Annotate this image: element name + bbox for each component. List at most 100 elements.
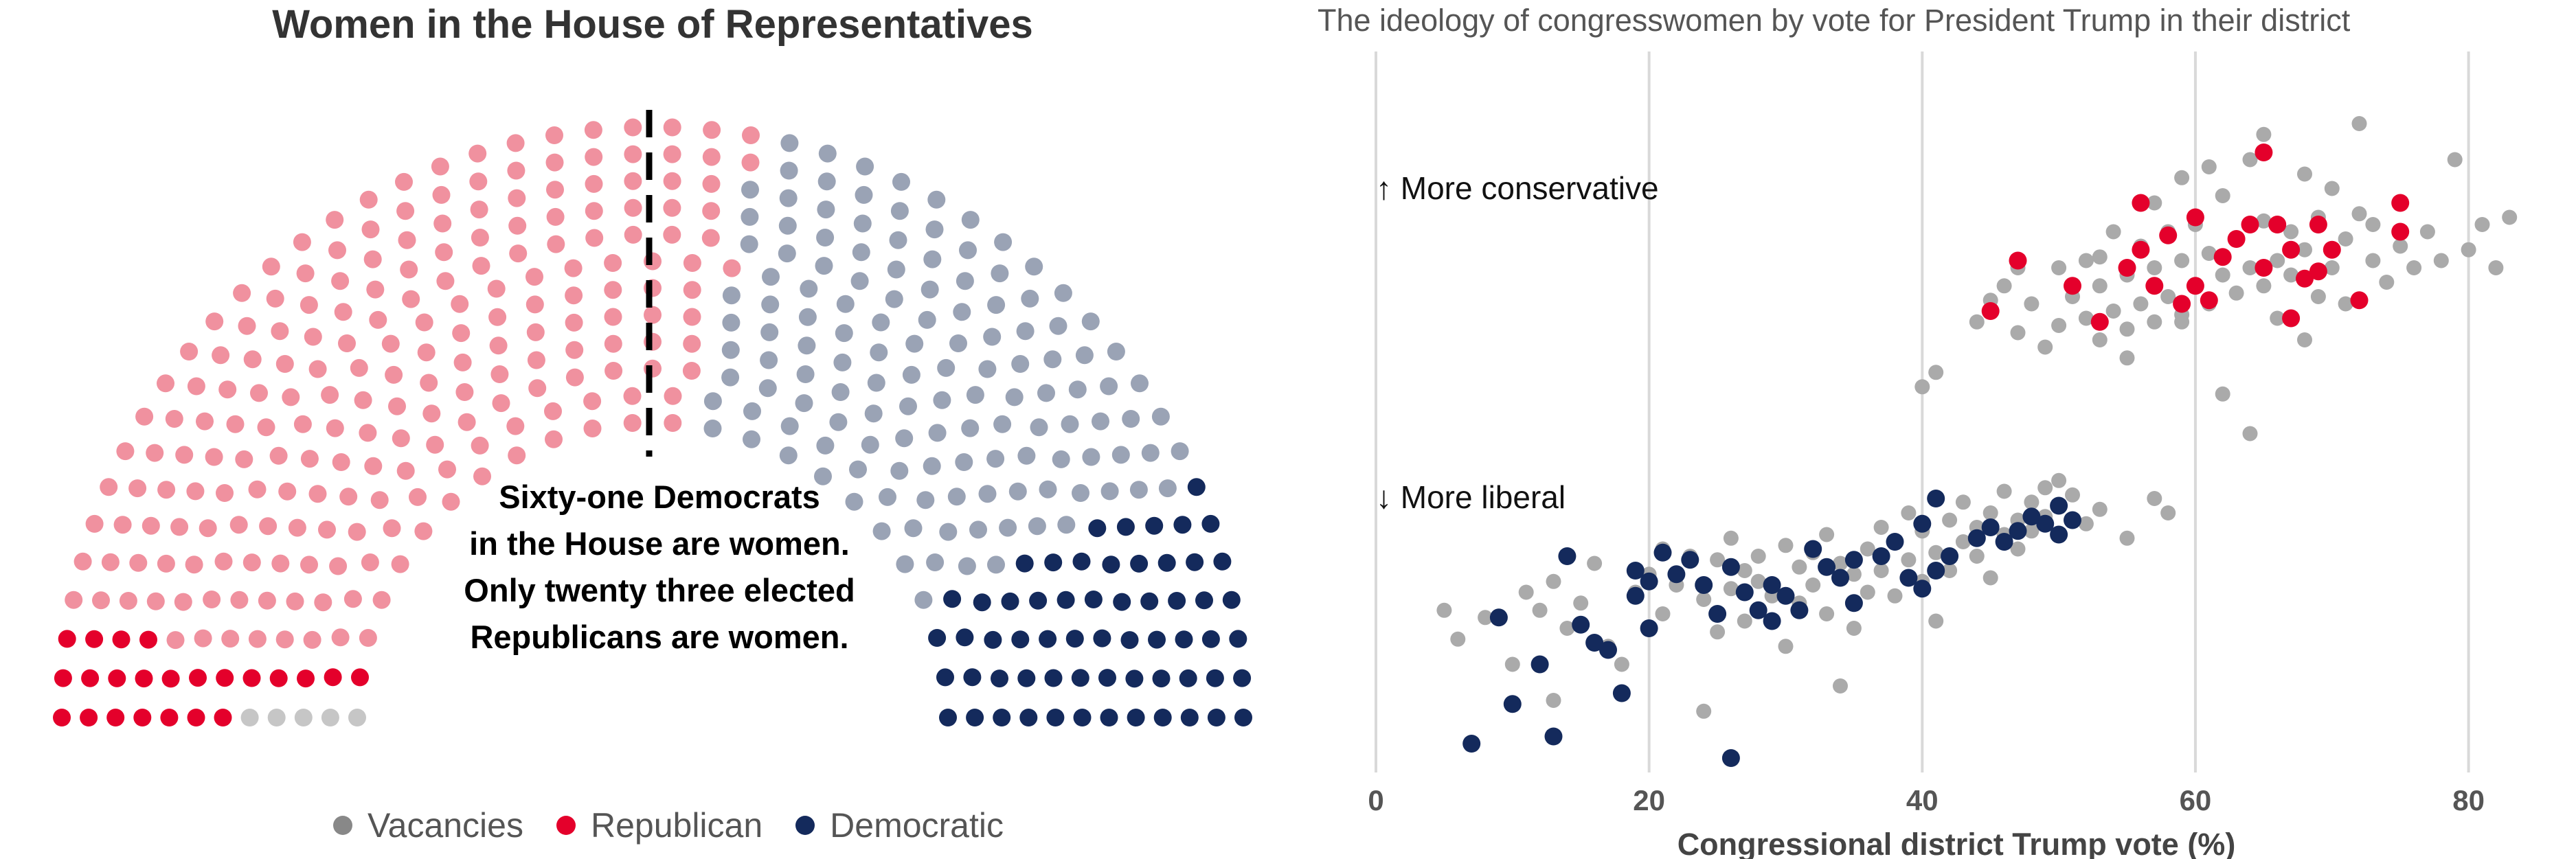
seat-dot [303,630,321,649]
seat-dot [1158,479,1177,498]
seat-dot [663,225,681,244]
seat-dot [564,259,583,277]
seat-dot [282,388,300,406]
seat-dot [396,202,415,220]
seat-dot [1102,556,1120,574]
seat-dot [343,590,362,608]
seat-dot [142,516,160,535]
democratic-women-point [2050,525,2068,544]
seat-dot [235,450,253,468]
seat-dot [1148,630,1166,649]
seat-dot [798,308,817,326]
seat-dot [1153,709,1172,726]
seat-dot [545,153,564,172]
other-members-point [1996,483,2012,499]
seat-dot [119,592,137,610]
seat-dot [471,229,489,247]
seat-dot [956,628,974,647]
seat-dot [527,351,545,369]
seat-dot [923,457,941,475]
seat-dot [489,336,508,355]
other-members-point [2297,242,2312,257]
seat-dot [1029,591,1048,610]
democratic-women-point [1913,580,1932,598]
democratic-women-point [1708,605,1727,623]
democratic-women-point [1886,533,1904,551]
seat-dot [1016,322,1035,341]
seat-dot [300,556,318,574]
seat-dot [1131,374,1149,393]
seat-dot [833,353,852,371]
democratic-women-point [1585,634,1604,652]
seat-dot [128,479,147,498]
seat-dot [363,250,382,268]
seat-dot [1152,669,1171,688]
seat-dot [321,709,339,726]
seat-dot [928,629,947,647]
other-members-point [2297,166,2312,182]
seat-dot [455,383,474,401]
seat-dot [624,225,642,244]
other-members-point [2037,480,2053,496]
seat-dot [1100,377,1118,396]
seat-dot [815,257,833,275]
republican-women-point [2132,240,2150,259]
seat-dot [760,323,779,341]
other-members-point [1996,278,2012,294]
republican-women-point [2323,240,2341,259]
seat-dot [372,591,391,609]
other-members-point [1723,581,1739,597]
seat-dot [1072,552,1091,571]
seat-dot [526,323,545,341]
seat-dot [1173,516,1192,534]
other-members-point [1737,613,1752,629]
other-members-point [1614,656,1629,672]
annotation-liberal: ↓ More liberal [1376,479,1566,515]
other-members-point [2024,523,2040,539]
seat-dot [1179,669,1197,687]
seat-dot [1186,553,1204,571]
seat-dot [526,295,544,314]
seat-dot [1071,669,1089,687]
seat-dot [966,709,984,726]
seat-dot [175,446,194,464]
seat-dot [472,257,490,275]
seat-dot [146,444,164,462]
seat-dot [324,668,342,687]
democratic-women-point [1763,576,1781,594]
other-members-point [2324,260,2340,275]
seat-dot [926,553,945,571]
other-members-point [1710,552,1726,568]
other-members-point [1546,573,1561,589]
other-members-point [2365,253,2381,268]
other-members-point [2297,332,2312,347]
other-members-point [2201,246,2217,261]
annotation-line: Republicans are women. [470,619,849,655]
seat-dot [426,435,444,454]
seat-dot [100,478,118,496]
seat-dot [1122,410,1140,428]
seat-dot [1073,709,1092,726]
seat-dot [288,518,306,537]
seat-dot [1075,346,1094,365]
seat-dot [108,669,126,687]
seat-dot [740,235,758,253]
seat-dot [762,268,780,286]
republican-women-point [2255,259,2273,277]
seat-dot [266,289,284,308]
democratic-women-point [1749,601,1767,619]
legend-label: Vacancies [368,806,523,845]
seat-dot [817,172,836,191]
seat-dot [565,341,584,359]
seat-dot [431,157,449,176]
seat-dot [359,190,378,209]
seat-dot [269,669,288,687]
seat-dot [80,709,98,726]
republican-women-point [2118,259,2136,277]
seat-dot [987,296,1006,314]
seat-dot [381,334,400,353]
seat-dot [896,555,914,573]
seat-dot [350,358,368,377]
democratic-women-point [1653,543,1672,562]
